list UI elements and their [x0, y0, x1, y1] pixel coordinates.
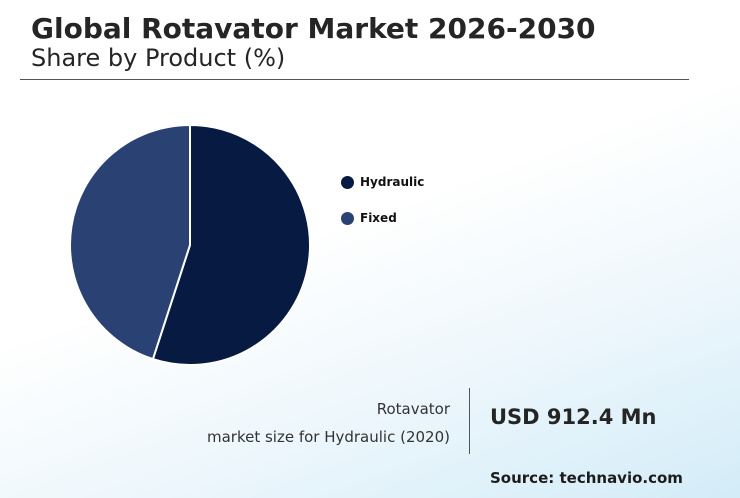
- kpi-divider: [469, 388, 470, 454]
- header-divider: [20, 79, 689, 80]
- pie-slice-fixed: [69, 123, 191, 361]
- kpi-label-line1: Rotavator: [376, 400, 450, 418]
- legend-item-fixed: Fixed: [341, 211, 397, 225]
- legend-swatch-fixed: [341, 211, 354, 225]
- legend-label-fixed: Fixed: [360, 211, 397, 225]
- chart-title: Global Rotavator Market 2026-2030: [31, 12, 596, 45]
- source-credit: Source: technavio.com: [490, 469, 683, 487]
- kpi-value: USD 912.4 Mn: [490, 405, 657, 429]
- legend-swatch-hydraulic: [341, 175, 354, 189]
- legend-label-hydraulic: Hydraulic: [360, 175, 425, 189]
- chart-subtitle: Share by Product (%): [31, 44, 286, 72]
- legend-item-hydraulic: Hydraulic: [341, 175, 424, 189]
- kpi-label-line2: market size for Hydraulic (2020): [206, 428, 450, 446]
- pie-slice-hydraulic: [151, 123, 311, 366]
